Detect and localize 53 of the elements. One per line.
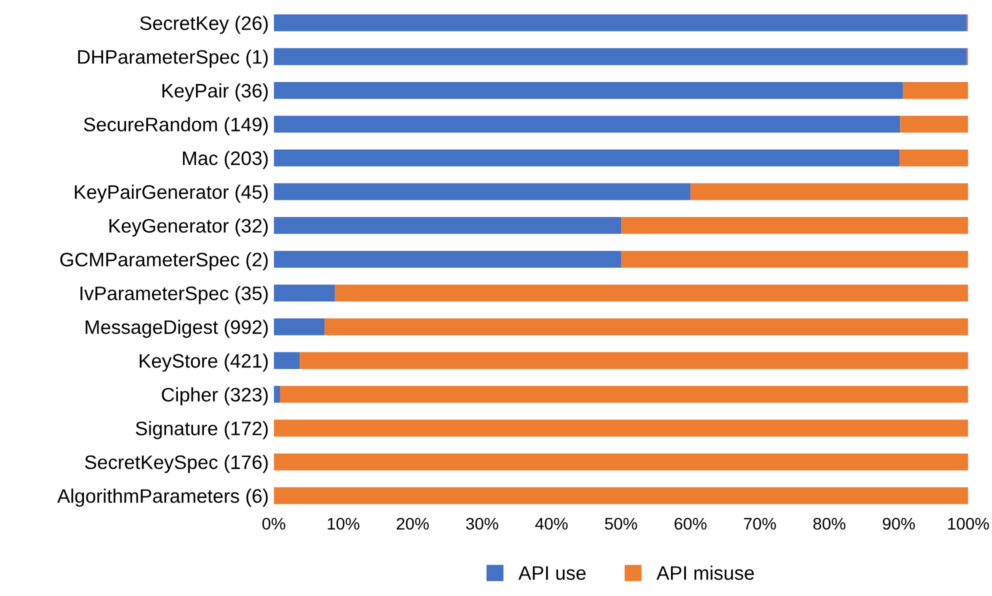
bar — [620, 217, 968, 234]
y-tick-label: MessageDigest (992) — [86, 320, 268, 338]
bar — [274, 453, 968, 470]
bar — [274, 48, 967, 66]
x-tick-label: 50% — [604, 518, 638, 530]
bar — [274, 116, 900, 133]
x-tick-label: 10% — [328, 518, 360, 530]
bar — [274, 183, 690, 200]
y-tick-label: SecretKey (26) — [140, 16, 268, 34]
bar — [274, 284, 335, 302]
y-tick-label: KeyPair (36) — [162, 83, 268, 102]
y-tick-label: Cipher (323) — [162, 387, 268, 406]
y-tick-label: DHParameterSpec (1) — [78, 50, 268, 68]
x-tick-label: 60% — [674, 518, 707, 530]
y-tick-label: IvParameterSpec (35) — [80, 286, 268, 304]
x-tick-label: 80% — [813, 518, 846, 530]
y-tick-label: SecretKeySpec (176) — [85, 454, 268, 473]
y-tick-label: GCMParameterSpec (2) — [60, 252, 268, 270]
x-tick-label: 70% — [744, 518, 776, 530]
bar — [274, 386, 280, 403]
y-tick-label: SecureRandom (149) — [84, 117, 268, 136]
bar — [274, 352, 300, 370]
y-tick-label: KeyStore (421) — [140, 354, 268, 372]
bar — [274, 250, 621, 268]
y-tick-label: KeyGenerator (32) — [110, 218, 268, 237]
x-tick-label: 30% — [466, 518, 498, 530]
bar — [274, 82, 903, 99]
bar — [274, 487, 968, 504]
legend-label: API use — [518, 566, 586, 580]
x-tick-label: 100% — [948, 518, 989, 530]
x-tick-label: 40% — [535, 518, 568, 530]
bar — [274, 420, 968, 437]
bar — [280, 386, 968, 403]
bar — [299, 352, 968, 370]
y-tick-label: KeyPairGenerator (45) — [74, 184, 268, 203]
bar — [274, 149, 900, 166]
bar — [274, 318, 324, 336]
bar — [324, 318, 968, 336]
x-tick-label: 90% — [882, 518, 915, 530]
bar — [900, 116, 968, 133]
bar — [274, 14, 967, 32]
y-tick-label: Mac (203) — [183, 150, 268, 170]
bar — [334, 284, 968, 302]
y-tick-label: Signature (172) — [136, 421, 268, 440]
bar — [690, 183, 968, 200]
bar — [902, 82, 968, 99]
bar — [620, 250, 968, 268]
x-tick-label: 0% — [262, 518, 286, 530]
bar — [899, 149, 968, 166]
bar — [274, 217, 621, 234]
x-tick-label: 20% — [396, 518, 429, 530]
y-tick-label: AlgorithmParameters (6) — [57, 488, 268, 507]
legend-label: API misuse — [656, 566, 754, 580]
